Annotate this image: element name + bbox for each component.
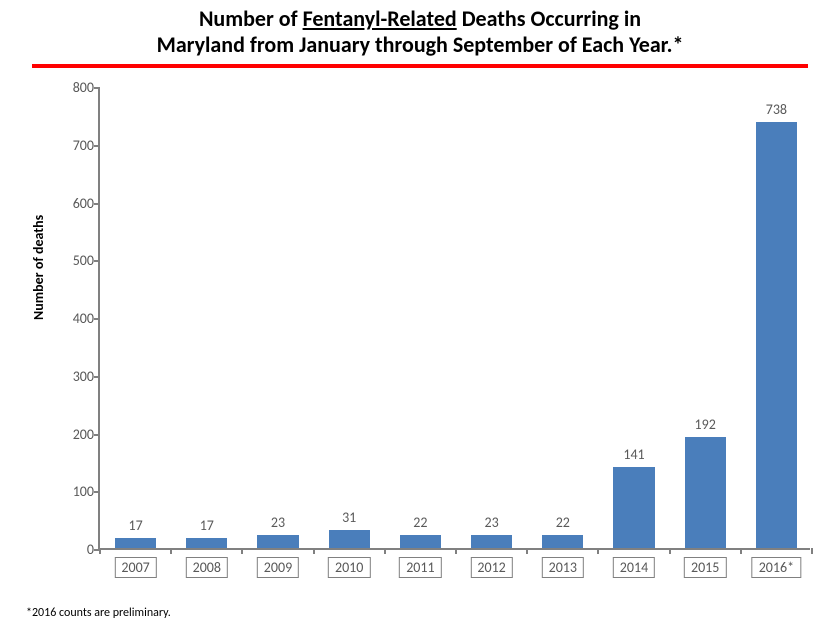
title-underline-text: Fentanyl-Related (303, 5, 457, 32)
x-tick (99, 548, 101, 554)
footnote: *2016 counts are preliminary. (26, 606, 171, 620)
title-line-2: Maryland from January through September … (0, 32, 840, 58)
y-tick (94, 434, 100, 436)
y-tick (94, 203, 100, 205)
y-tick-label: 100 (54, 483, 94, 500)
x-tick (597, 548, 599, 554)
chart-title: Number of Fentanyl-Related Deaths Occurr… (0, 6, 840, 58)
bar-value-label: 17 (200, 517, 214, 534)
y-tick (94, 376, 100, 378)
bar (400, 535, 441, 548)
x-tick (170, 548, 172, 554)
x-category-label: 2015 (684, 557, 726, 578)
x-category-label: 2008 (186, 557, 228, 578)
x-tick (669, 548, 671, 554)
y-tick-label: 300 (54, 368, 94, 385)
bar (115, 538, 156, 548)
bar (257, 535, 298, 548)
bar (685, 437, 726, 548)
bar (471, 535, 512, 548)
bar-value-label: 22 (413, 514, 427, 531)
x-category-label: 2012 (470, 557, 512, 578)
y-tick-label: 500 (54, 252, 94, 269)
x-tick (526, 548, 528, 554)
y-tick-label: 600 (54, 195, 94, 212)
x-category-label: 2013 (542, 557, 584, 578)
x-tick (313, 548, 315, 554)
bar-value-label: 23 (484, 514, 498, 531)
bar-value-label: 738 (766, 101, 787, 118)
y-tick-label: 400 (54, 310, 94, 327)
bar-value-label: 141 (623, 446, 644, 463)
x-tick (740, 548, 742, 554)
bar (542, 535, 583, 548)
title-line-1: Number of Fentanyl-Related Deaths Occurr… (0, 6, 840, 32)
bar (756, 122, 797, 548)
title-line-1-pre: Number of (199, 5, 303, 32)
chart-container: Number of Fentanyl-Related Deaths Occurr… (0, 0, 840, 628)
title-red-underline (32, 64, 808, 68)
bar-value-label: 17 (128, 517, 142, 534)
y-tick (94, 491, 100, 493)
x-category-label: 2009 (257, 557, 299, 578)
y-tick (94, 145, 100, 147)
bar-value-label: 23 (271, 514, 285, 531)
x-category-label: 2007 (114, 557, 156, 578)
title-line-1-post: Deaths Occurring in (457, 5, 641, 32)
y-tick (94, 318, 100, 320)
x-tick (384, 548, 386, 554)
plot-inner: 0100200300400500600700800172007172008232… (100, 88, 810, 548)
y-axis-title: Number of deaths (30, 215, 47, 320)
x-category-label: 2010 (328, 557, 370, 578)
plot-area: 0100200300400500600700800172007172008232… (98, 88, 810, 550)
y-tick (94, 260, 100, 262)
bar-value-label: 31 (342, 509, 356, 526)
y-tick-label: 800 (54, 79, 94, 96)
y-tick-label: 0 (54, 541, 94, 558)
x-tick (811, 548, 813, 554)
x-tick (241, 548, 243, 554)
y-tick-label: 200 (54, 426, 94, 443)
bar (329, 530, 370, 548)
x-tick (455, 548, 457, 554)
x-category-label: 2014 (613, 557, 655, 578)
y-tick (94, 87, 100, 89)
x-category-label: 2016* (752, 557, 801, 578)
bar (613, 467, 654, 548)
x-category-label: 2011 (399, 557, 441, 578)
y-tick-label: 700 (54, 137, 94, 154)
bar-value-label: 22 (556, 514, 570, 531)
bar-value-label: 192 (695, 416, 716, 433)
bar (186, 538, 227, 548)
